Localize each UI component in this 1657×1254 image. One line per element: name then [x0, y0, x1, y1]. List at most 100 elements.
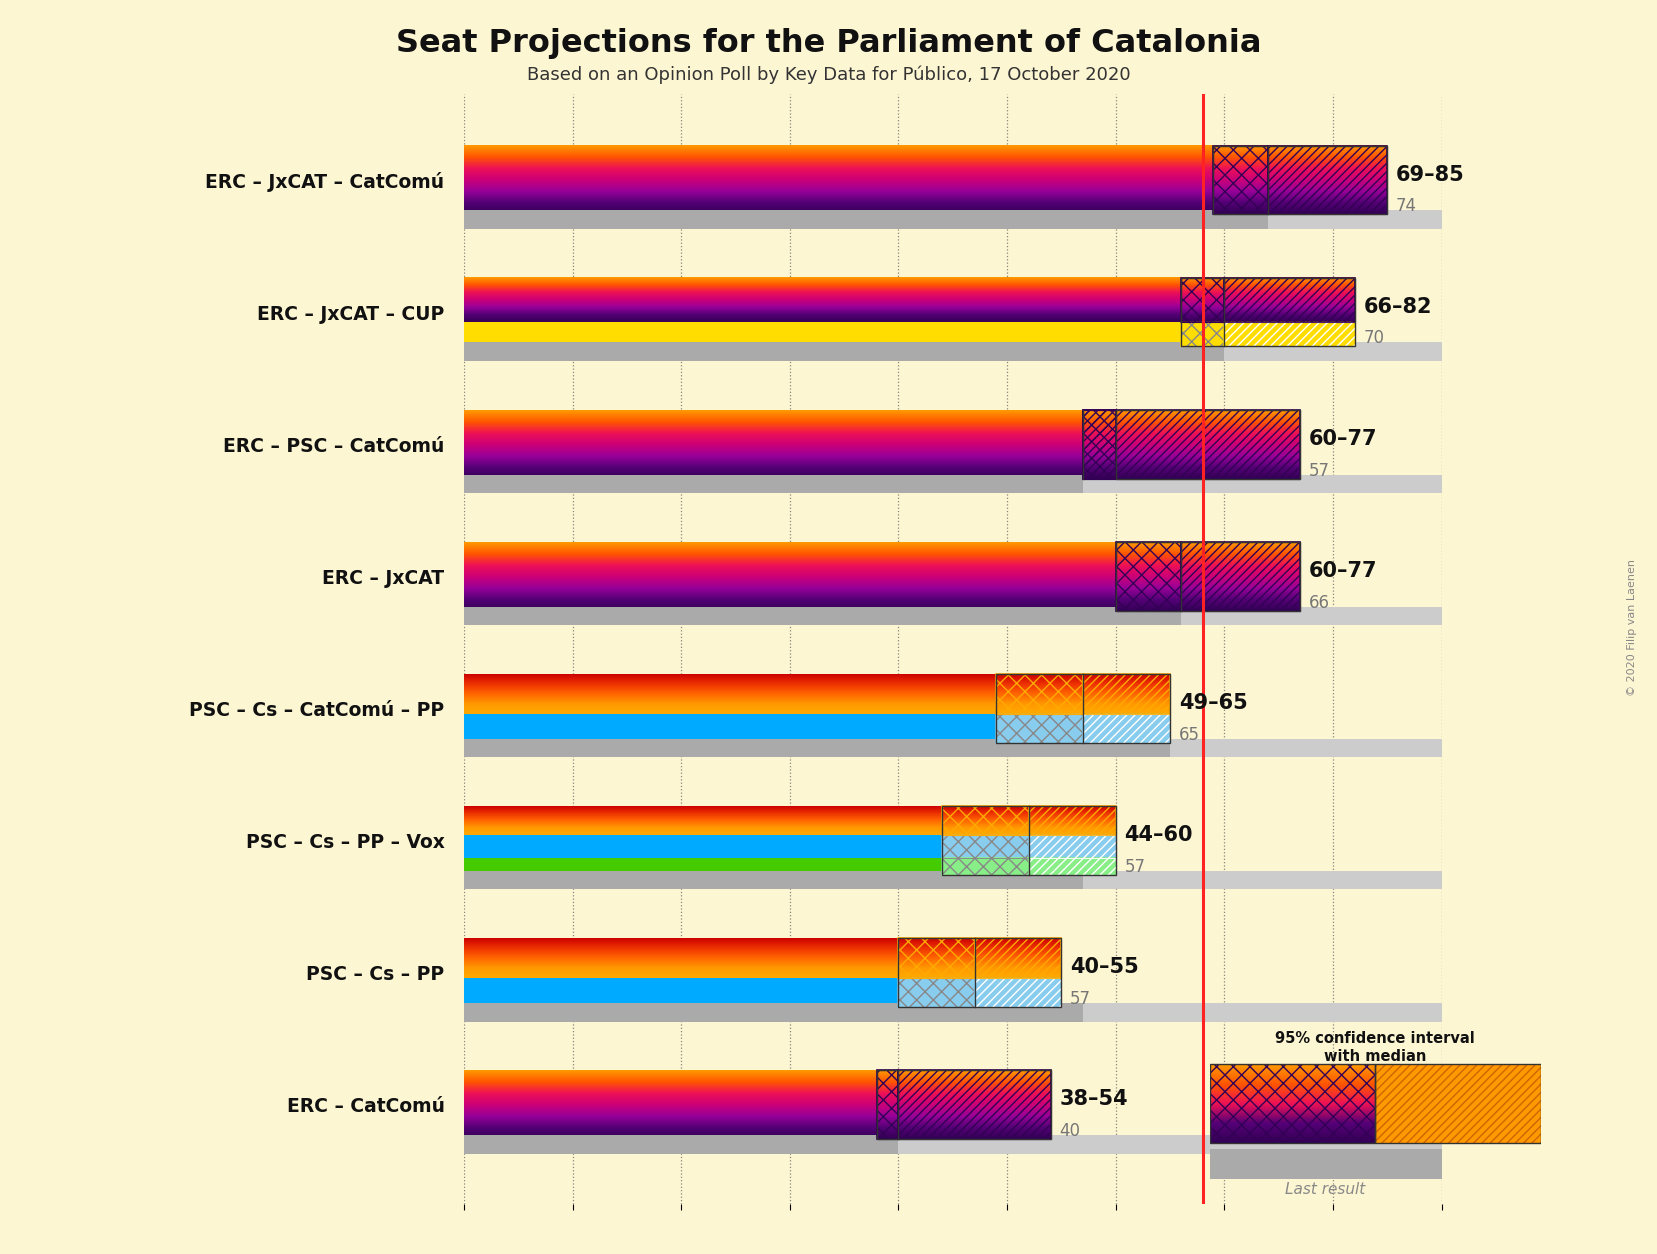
Bar: [996, 675, 1170, 742]
Text: 66: 66: [1309, 593, 1331, 612]
Text: 57: 57: [1125, 858, 1145, 877]
Bar: [898, 1071, 1051, 1139]
Bar: [1375, 1065, 1541, 1142]
Bar: [1268, 145, 1387, 214]
Bar: [464, 342, 1225, 361]
Bar: [941, 858, 1115, 875]
Bar: [1115, 410, 1301, 479]
Bar: [464, 739, 1170, 757]
Bar: [464, 858, 941, 875]
Text: Seat Projections for the Parliament of Catalonia: Seat Projections for the Parliament of C…: [396, 29, 1261, 59]
Text: 70: 70: [1364, 330, 1384, 347]
Text: 38–54: 38–54: [1059, 1090, 1128, 1110]
Bar: [464, 322, 1181, 346]
Bar: [974, 978, 1062, 1007]
Bar: [464, 1135, 898, 1154]
Bar: [1181, 277, 1355, 346]
Bar: [941, 835, 1115, 858]
Text: with median: with median: [1324, 1050, 1427, 1065]
Text: Based on an Opinion Poll by Key Data for Público, 17 October 2020: Based on an Opinion Poll by Key Data for…: [527, 66, 1130, 84]
Bar: [464, 870, 1084, 889]
Bar: [1084, 714, 1170, 742]
Bar: [1084, 410, 1301, 479]
Bar: [941, 806, 1029, 835]
Bar: [996, 675, 1084, 714]
Bar: [1029, 806, 1115, 835]
Bar: [464, 835, 941, 858]
Bar: [464, 474, 1084, 493]
Bar: [1213, 145, 1268, 214]
Bar: [877, 1071, 1051, 1139]
Bar: [898, 978, 1062, 1007]
Bar: [1225, 277, 1355, 322]
Bar: [941, 806, 1115, 875]
Bar: [1084, 714, 1170, 742]
Text: 57: 57: [1309, 461, 1331, 479]
Bar: [1213, 145, 1387, 214]
Text: 57: 57: [1070, 991, 1090, 1008]
Bar: [1181, 322, 1355, 346]
Text: 60–77: 60–77: [1309, 429, 1377, 449]
Bar: [1115, 542, 1301, 611]
Bar: [1210, 1065, 1375, 1142]
Bar: [1181, 542, 1301, 611]
Bar: [1375, 1065, 1541, 1142]
Bar: [877, 1071, 898, 1139]
Bar: [464, 714, 996, 742]
Bar: [1029, 806, 1115, 835]
Bar: [464, 870, 1442, 889]
Bar: [1225, 277, 1355, 322]
Bar: [464, 607, 1181, 626]
Bar: [898, 938, 974, 978]
Text: © 2020 Filip van Laenen: © 2020 Filip van Laenen: [1627, 558, 1637, 696]
Bar: [464, 474, 1442, 493]
Bar: [464, 211, 1268, 228]
Bar: [898, 1071, 1051, 1139]
Bar: [1181, 277, 1225, 322]
Bar: [941, 835, 1115, 858]
Bar: [1029, 835, 1115, 858]
Text: 60–77: 60–77: [1309, 561, 1377, 581]
Bar: [974, 938, 1062, 978]
Bar: [898, 978, 1062, 1007]
Bar: [1181, 542, 1301, 611]
Bar: [464, 978, 898, 1007]
Bar: [1210, 1149, 1442, 1179]
Bar: [1084, 675, 1170, 714]
Bar: [464, 739, 1442, 757]
Bar: [1210, 1065, 1375, 1142]
Bar: [464, 211, 1442, 228]
Bar: [1375, 1065, 1541, 1142]
Text: 44–60: 44–60: [1125, 825, 1193, 845]
Bar: [974, 978, 1062, 1007]
Bar: [1029, 858, 1115, 875]
Bar: [1029, 835, 1115, 858]
Bar: [996, 714, 1170, 742]
Text: Last result: Last result: [1286, 1181, 1365, 1196]
Bar: [1268, 145, 1387, 214]
Bar: [464, 342, 1442, 361]
Bar: [1213, 145, 1268, 214]
Bar: [941, 858, 1115, 875]
Bar: [1084, 410, 1115, 479]
Bar: [974, 938, 1062, 978]
Text: 69–85: 69–85: [1395, 164, 1465, 184]
Bar: [1225, 322, 1355, 346]
Bar: [464, 1135, 1442, 1154]
Bar: [464, 1003, 1442, 1022]
Bar: [464, 607, 1442, 626]
Text: 66–82: 66–82: [1364, 297, 1432, 317]
Bar: [996, 675, 1084, 714]
Bar: [941, 806, 1029, 835]
Bar: [1084, 675, 1170, 714]
Text: 40–55: 40–55: [1070, 957, 1138, 977]
Text: 74: 74: [1395, 197, 1417, 216]
Bar: [1225, 322, 1355, 346]
Text: 40: 40: [1059, 1122, 1080, 1140]
Bar: [1115, 542, 1181, 611]
Text: 95% confidence interval: 95% confidence interval: [1276, 1031, 1475, 1046]
Bar: [1115, 542, 1181, 611]
Bar: [1181, 322, 1355, 346]
Bar: [1029, 858, 1115, 875]
Bar: [996, 714, 1170, 742]
